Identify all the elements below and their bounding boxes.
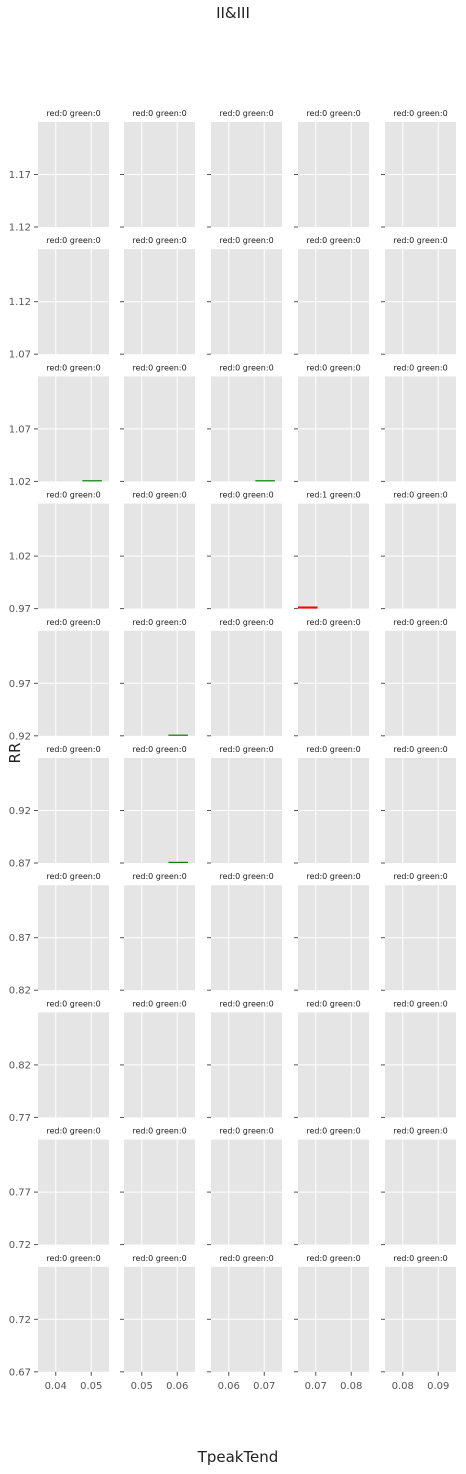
y-tick-label: 1.02 xyxy=(9,477,31,488)
bar-green xyxy=(82,480,102,482)
y-tick-label: 0.77 xyxy=(9,1188,31,1199)
subplot-title: red:0 green:0 xyxy=(306,1254,360,1263)
subplot-title: red:0 green:0 xyxy=(219,618,273,627)
subplot-title: red:0 green:0 xyxy=(306,745,360,754)
subplot-title: red:0 green:0 xyxy=(132,872,186,881)
subplot-title: red:0 green:0 xyxy=(219,491,273,500)
y-tick-label: 0.97 xyxy=(9,679,31,690)
subplot-title: red:0 green:0 xyxy=(132,109,186,118)
subplot-title: red:0 green:0 xyxy=(46,1127,100,1136)
y-tick-label: 0.87 xyxy=(9,933,31,944)
subplot-title: red:0 green:0 xyxy=(219,363,273,372)
x-tick-label: 0.04 xyxy=(45,1381,67,1392)
subplot-title: red:0 green:0 xyxy=(393,1127,447,1136)
y-tick-label: 0.72 xyxy=(9,1240,31,1251)
subplot-title: red:0 green:0 xyxy=(46,1254,100,1263)
y-axis-label: RR xyxy=(6,742,24,764)
subplot-title: red:0 green:0 xyxy=(393,618,447,627)
y-tick-label: 1.12 xyxy=(9,297,31,308)
subplot-title: red:0 green:0 xyxy=(306,109,360,118)
y-tick-label: 0.67 xyxy=(9,1367,31,1378)
subplot-title: red:0 green:0 xyxy=(219,872,273,881)
x-tick-label: 0.05 xyxy=(80,1381,102,1392)
subplot-title: red:0 green:0 xyxy=(132,363,186,372)
subplot-title: red:0 green:0 xyxy=(393,745,447,754)
y-tick-label: 0.82 xyxy=(9,1060,31,1071)
subplot-title: red:0 green:0 xyxy=(306,236,360,245)
subplot-title: red:0 green:0 xyxy=(393,872,447,881)
y-tick-label: 1.17 xyxy=(9,170,31,181)
subplot-title: red:0 green:0 xyxy=(306,618,360,627)
subplot-title: red:0 green:0 xyxy=(132,618,186,627)
subplot-title: red:0 green:0 xyxy=(219,236,273,245)
subplot-title: red:0 green:0 xyxy=(132,1254,186,1263)
subplot-title: red:0 green:0 xyxy=(132,491,186,500)
subplot-title: red:0 green:0 xyxy=(393,363,447,372)
subplot-title: red:0 green:0 xyxy=(219,745,273,754)
subplot-title: red:0 green:0 xyxy=(393,236,447,245)
bar-green xyxy=(255,480,275,482)
subplot-title: red:1 green:0 xyxy=(306,491,360,500)
y-tick-label: 0.92 xyxy=(9,731,31,742)
x-tick-label: 0.08 xyxy=(340,1381,362,1392)
x-tick-label: 0.05 xyxy=(131,1381,153,1392)
subplot-title: red:0 green:0 xyxy=(306,363,360,372)
subplot-title: red:0 green:0 xyxy=(306,999,360,1008)
subplot-title: red:0 green:0 xyxy=(393,491,447,500)
subplot-title: red:0 green:0 xyxy=(219,109,273,118)
bar-red xyxy=(298,606,318,609)
x-tick-label: 0.06 xyxy=(166,1381,188,1392)
subplot-title: red:0 green:0 xyxy=(132,1127,186,1136)
subplot-title: red:0 green:0 xyxy=(46,745,100,754)
x-tick-label: 0.07 xyxy=(305,1381,327,1392)
subplot-title: red:0 green:0 xyxy=(393,109,447,118)
y-tick-label: 1.02 xyxy=(9,552,31,563)
y-tick-label: 1.07 xyxy=(9,424,31,435)
subplot-title: red:0 green:0 xyxy=(46,363,100,372)
subplot-title: red:0 green:0 xyxy=(46,618,100,627)
x-tick-label: 0.07 xyxy=(253,1381,275,1392)
y-tick-label: 1.07 xyxy=(9,350,31,361)
subplot-title: red:0 green:0 xyxy=(306,872,360,881)
y-tick-label: 0.72 xyxy=(9,1315,31,1326)
y-tick-label: 0.82 xyxy=(9,986,31,997)
x-tick-label: 0.08 xyxy=(392,1381,414,1392)
subplot-title: red:0 green:0 xyxy=(132,745,186,754)
bar-green xyxy=(168,861,188,863)
subplot-title: red:0 green:0 xyxy=(132,236,186,245)
subplot-title: red:0 green:0 xyxy=(393,1254,447,1263)
subplot-title: red:0 green:0 xyxy=(219,1254,273,1263)
x-axis-label: TpeakTend xyxy=(197,1448,279,1466)
subplot-title: red:0 green:0 xyxy=(46,872,100,881)
y-tick-label: 0.77 xyxy=(9,1113,31,1124)
subplot-title: red:0 green:0 xyxy=(46,491,100,500)
figure-title: II&III xyxy=(216,4,250,22)
y-tick-label: 0.97 xyxy=(9,604,31,615)
subplot-title: red:0 green:0 xyxy=(132,999,186,1008)
x-tick-label: 0.06 xyxy=(218,1381,240,1392)
x-tick-label: 0.09 xyxy=(427,1381,449,1392)
subplot-title: red:0 green:0 xyxy=(219,1127,273,1136)
y-tick-label: 1.12 xyxy=(9,223,31,234)
subplot-title: red:0 green:0 xyxy=(393,999,447,1008)
subplot-title: red:0 green:0 xyxy=(219,999,273,1008)
y-tick-label: 0.92 xyxy=(9,806,31,817)
bar-green xyxy=(168,734,188,736)
subplot-title: red:0 green:0 xyxy=(46,109,100,118)
y-tick-label: 0.87 xyxy=(9,859,31,870)
subplot-title: red:0 green:0 xyxy=(306,1127,360,1136)
subplot-title: red:0 green:0 xyxy=(46,236,100,245)
subplot-title: red:0 green:0 xyxy=(46,999,100,1008)
